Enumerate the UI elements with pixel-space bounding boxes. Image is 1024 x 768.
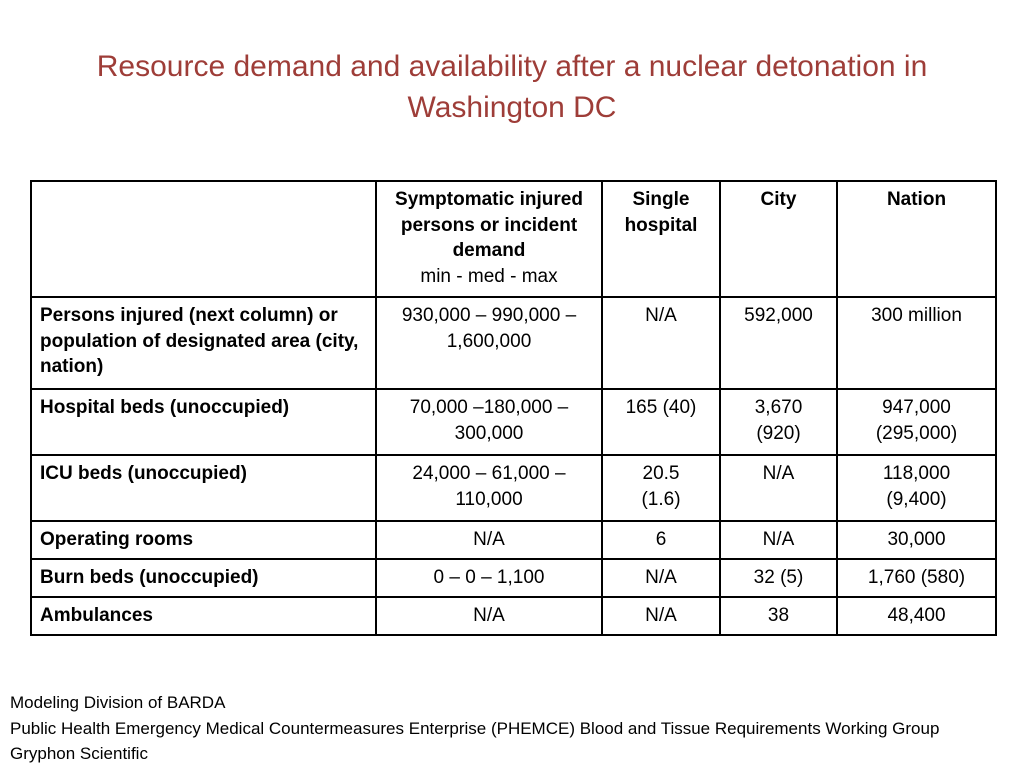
footer: Modeling Division of BARDA Public Health… xyxy=(10,690,1014,767)
row-label: Hospital beds (unoccupied) xyxy=(30,388,377,456)
cell-single-hospital: 20.5 (1.6) xyxy=(601,454,721,522)
table-row: ICU beds (unoccupied) 24,000 – 61,000 – … xyxy=(30,454,997,522)
cell-demand: 0 – 0 – 1,100 xyxy=(375,558,603,598)
footer-line-phemce: Public Health Emergency Medical Counterm… xyxy=(10,718,940,738)
table-row: Burn beds (unoccupied) 0 – 0 – 1,100 N/A… xyxy=(30,558,997,598)
cell-nation: 30,000 xyxy=(836,520,997,560)
header-cell-blank xyxy=(30,180,377,298)
cell-city: 38 xyxy=(719,596,838,636)
cell-nation: 48,400 xyxy=(836,596,997,636)
footer-line-gryphon: Gryphon Scientific xyxy=(10,744,148,763)
cell-city: N/A xyxy=(719,520,838,560)
cell-single-hospital: N/A xyxy=(601,558,721,598)
cell-single-hospital: N/A xyxy=(601,596,721,636)
table-row: Ambulances N/A N/A 38 48,400 xyxy=(30,596,997,636)
cell-single-hospital: 165 (40) xyxy=(601,388,721,456)
table-header-row: Symptomatic injured persons or incident … xyxy=(30,180,997,298)
table-row: Hospital beds (unoccupied) 70,000 –180,0… xyxy=(30,388,997,456)
page-title: Resource demand and availability after a… xyxy=(96,50,928,125)
row-label: ICU beds (unoccupied) xyxy=(30,454,377,522)
cell-nation: 1,760 (580) xyxy=(836,558,997,598)
row-label: Ambulances xyxy=(30,596,377,636)
cell-single-hospital: N/A xyxy=(601,296,721,390)
cell-city: N/A xyxy=(719,454,838,522)
cell-demand: 930,000 – 990,000 – 1,600,000 xyxy=(375,296,603,390)
cell-demand: N/A xyxy=(375,596,603,636)
cell-demand: N/A xyxy=(375,520,603,560)
cell-nation: 118,000 (9,400) xyxy=(836,454,997,522)
resource-table: Symptomatic injured persons or incident … xyxy=(30,180,997,636)
header-sub-text: min - med - max xyxy=(420,265,558,287)
cell-nation: 300 million xyxy=(836,296,997,390)
row-label: Persons injured (next column) or populat… xyxy=(30,296,377,390)
header-cell-nation: Nation xyxy=(836,180,997,298)
cell-demand: 70,000 –180,000 – 300,000 xyxy=(375,388,603,456)
table-row: Operating rooms N/A 6 N/A 30,000 xyxy=(30,520,997,560)
header-cell-single-hospital: Single hospital xyxy=(601,180,721,298)
cell-nation: 947,000 (295,000) xyxy=(836,388,997,456)
cell-single-hospital: 6 xyxy=(601,520,721,560)
header-cell-symptomatic: Symptomatic injured persons or incident … xyxy=(375,180,603,298)
row-label: Burn beds (unoccupied) xyxy=(30,558,377,598)
cell-city: 592,000 xyxy=(719,296,838,390)
table-row: Persons injured (next column) or populat… xyxy=(30,296,997,390)
footer-line-barda: Modeling Division of BARDA xyxy=(10,693,226,712)
header-cell-city: City xyxy=(719,180,838,298)
cell-city: 32 (5) xyxy=(719,558,838,598)
cell-demand: 24,000 – 61,000 – 110,000 xyxy=(375,454,603,522)
row-label: Operating rooms xyxy=(30,520,377,560)
header-main-text: Symptomatic injured persons or incident … xyxy=(395,189,583,262)
cell-city: 3,670 (920) xyxy=(719,388,838,456)
